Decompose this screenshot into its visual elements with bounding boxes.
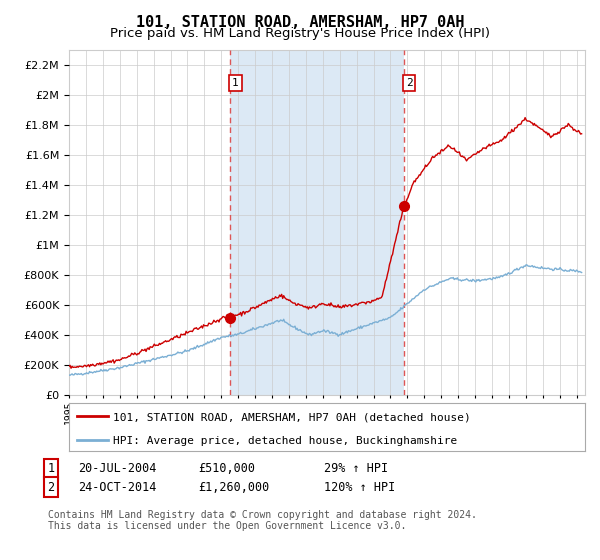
Text: 20-JUL-2004: 20-JUL-2004 bbox=[78, 462, 157, 475]
Text: HPI: Average price, detached house, Buckinghamshire: HPI: Average price, detached house, Buck… bbox=[113, 436, 457, 446]
Text: Price paid vs. HM Land Registry's House Price Index (HPI): Price paid vs. HM Land Registry's House … bbox=[110, 27, 490, 40]
Text: 2: 2 bbox=[406, 78, 413, 88]
Text: 120% ↑ HPI: 120% ↑ HPI bbox=[324, 480, 395, 494]
Bar bbox=[230, 50, 404, 395]
Text: 24-OCT-2014: 24-OCT-2014 bbox=[78, 480, 157, 494]
Text: 29% ↑ HPI: 29% ↑ HPI bbox=[324, 462, 388, 475]
Text: £510,000: £510,000 bbox=[198, 462, 255, 475]
Text: 2: 2 bbox=[47, 480, 55, 494]
Text: 1: 1 bbox=[47, 462, 55, 475]
Text: 101, STATION ROAD, AMERSHAM, HP7 0AH: 101, STATION ROAD, AMERSHAM, HP7 0AH bbox=[136, 15, 464, 30]
Text: Contains HM Land Registry data © Crown copyright and database right 2024.
This d: Contains HM Land Registry data © Crown c… bbox=[48, 510, 477, 531]
Text: 1: 1 bbox=[232, 78, 239, 88]
Text: £1,260,000: £1,260,000 bbox=[198, 480, 269, 494]
Text: 101, STATION ROAD, AMERSHAM, HP7 0AH (detached house): 101, STATION ROAD, AMERSHAM, HP7 0AH (de… bbox=[113, 413, 470, 422]
